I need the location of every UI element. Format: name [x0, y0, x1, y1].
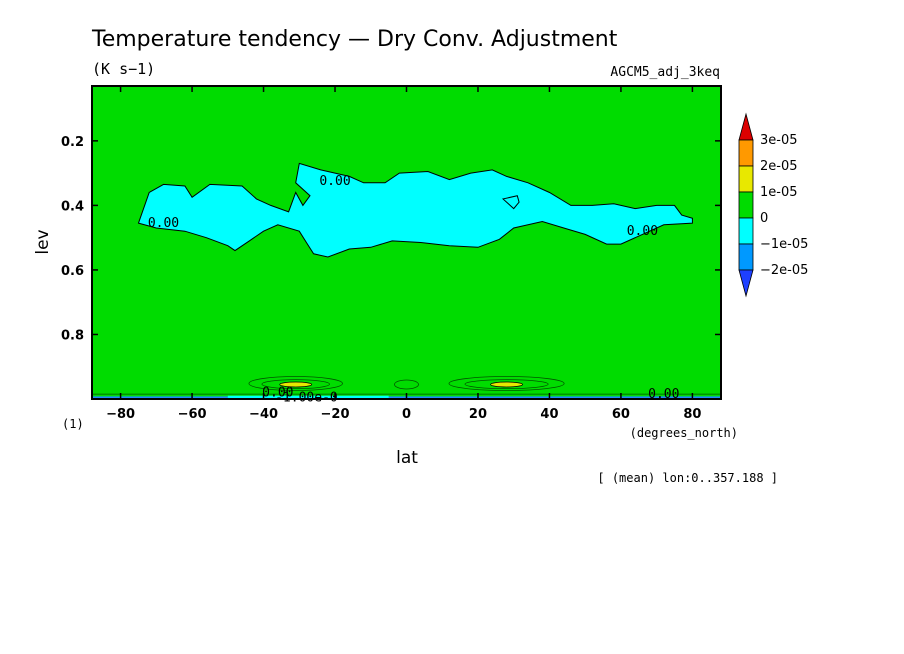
x-axis-units: (degrees_north): [630, 426, 738, 440]
contour-label-2: 0.00: [627, 224, 658, 239]
colorbar-label-4: −1e-05: [760, 237, 808, 252]
surface-negative-band: [227, 395, 389, 399]
x-tick-label-7: 60: [612, 407, 630, 422]
colorbar-bottom-triangle: [738, 269, 754, 298]
positive-contour-inner-0: [261, 379, 330, 390]
colorbar-label-1: 2e-05: [760, 159, 798, 174]
colorbar-box-0: [738, 139, 754, 167]
y-axis: 0.2 0.4 0.6 0.8: [61, 135, 721, 343]
x-tick-label-0: −80: [106, 407, 135, 422]
contour-label-5: -1.00e-0: [275, 390, 338, 405]
footnote: [ (mean) lon:0..357.188 ]: [597, 471, 778, 485]
x-tick-label-1: −60: [178, 407, 207, 422]
y-tick-label-3: 0.8: [61, 328, 84, 343]
y-axis-units: (1): [62, 417, 84, 431]
contour-label-0: 0.00: [148, 216, 179, 231]
positive-contour-outer-1: [448, 376, 565, 391]
contour-label-4: 0.00: [262, 386, 293, 401]
plot-area: 0.000.000.000.000.00-1.00e-0: [91, 85, 722, 405]
x-tick-label-2: −40: [249, 407, 278, 422]
colorbar-top-triangle: [738, 112, 754, 141]
x-tick-label-3: −20: [321, 407, 350, 422]
y-tick-label-1: 0.4: [61, 199, 84, 214]
colorbar-box-1: [738, 165, 754, 193]
x-tick-label-8: 80: [683, 407, 701, 422]
x-tick-label-4: 0: [402, 407, 411, 422]
colorbar-box-3: [738, 217, 754, 245]
x-tick-label-5: 20: [469, 407, 487, 422]
x-tick-label-6: 40: [540, 407, 558, 422]
units-label: (K s−1): [92, 60, 155, 78]
colorbar-label-2: 1e-05: [760, 185, 798, 200]
run-name: AGCM5_adj_3keq: [610, 65, 720, 80]
plot-background: [92, 86, 721, 399]
negative-contour-blob: [501, 195, 520, 210]
x-axis: −80 −60 −40 −20 0 20 40 60 80: [106, 86, 701, 422]
positive-contour-equator: [394, 379, 419, 390]
positive-contour-inner-1: [464, 379, 549, 390]
colorbar-label-5: −2e-05: [760, 263, 808, 278]
colorbar-box-2: [738, 191, 754, 219]
y-tick-label-0: 0.2: [61, 135, 84, 150]
colorbar-label-0: 3e-05: [760, 133, 798, 148]
colorbar: 3e-05 2e-05 1e-05 0 −1e-05 −2e-05: [738, 112, 808, 298]
y-axis-label: lev: [33, 229, 53, 254]
y-tick-label-2: 0.6: [61, 264, 84, 279]
colorbar-label-3: 0: [760, 211, 768, 226]
positive-contour-outer-0: [248, 376, 343, 391]
x-axis-label: lat: [396, 448, 418, 468]
positive-contour-yellow-0: [279, 381, 313, 388]
negative-contour-region: [137, 162, 693, 258]
colorbar-box-4: [738, 243, 754, 271]
contour-label-1: 0.00: [319, 174, 350, 189]
chart-title: Temperature tendency — Dry Conv. Adjustm…: [91, 27, 618, 52]
positive-contour-yellow-1: [490, 381, 523, 388]
